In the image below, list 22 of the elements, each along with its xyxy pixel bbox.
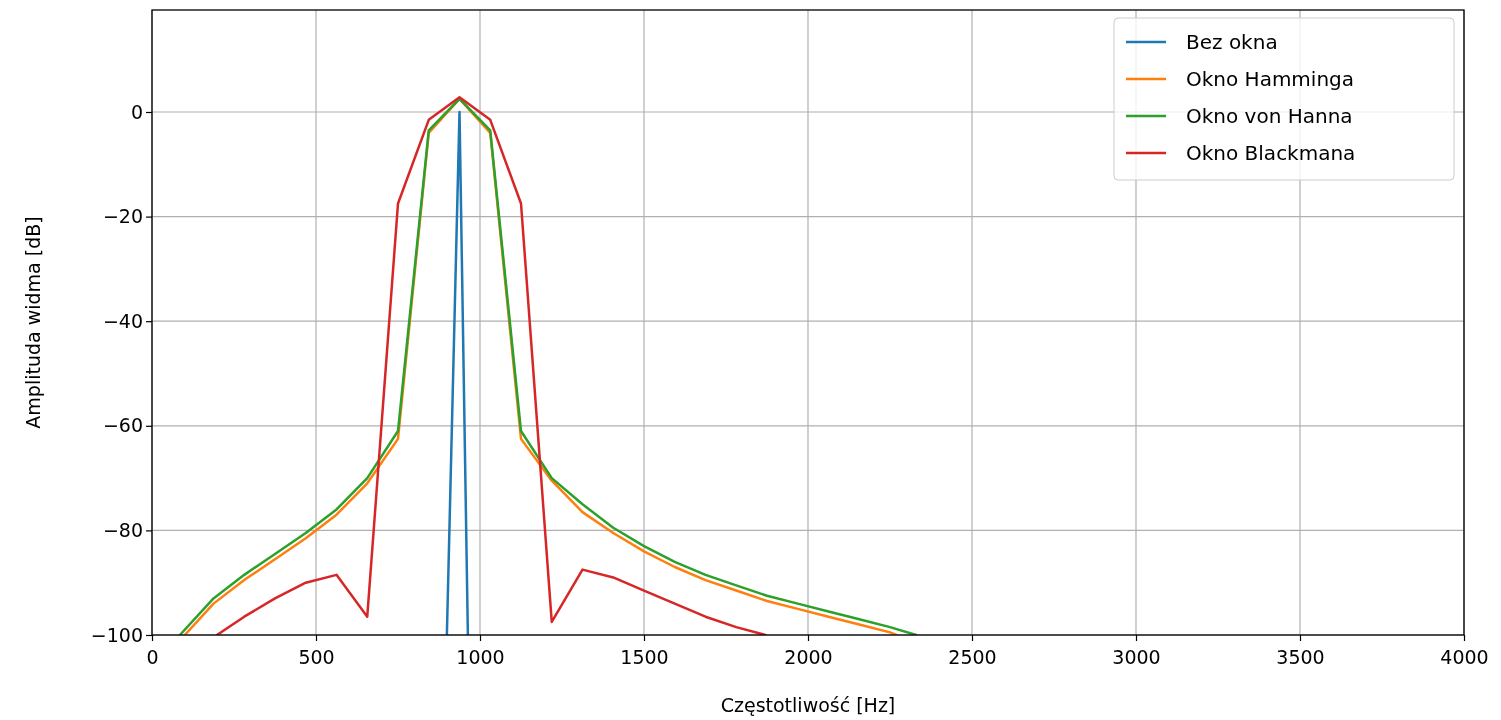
- legend-label: Okno Hamminga: [1186, 67, 1355, 91]
- y-tick-label: −60: [102, 414, 143, 437]
- x-tick-label: 1000: [456, 645, 505, 668]
- x-tick-label: 0: [146, 645, 159, 668]
- y-axis-title: Amplituda widma [dB]: [22, 216, 44, 429]
- legend-label: Okno von Hanna: [1186, 104, 1353, 128]
- legend-label: Okno Blackmana: [1186, 141, 1356, 165]
- x-tick-label: 3500: [1276, 645, 1325, 668]
- y-tick-label: −100: [90, 623, 143, 646]
- x-axis-title: Częstotliwość [Hz]: [720, 694, 896, 716]
- y-tick-label: −40: [102, 309, 143, 332]
- x-tick-label: 4000: [1440, 645, 1489, 668]
- x-tick-label: 2500: [948, 645, 997, 668]
- line-series: [215, 96, 767, 635]
- y-tick-label: −20: [102, 205, 143, 228]
- x-tick-label: 2000: [784, 645, 833, 668]
- x-tick-label: 3000: [1112, 645, 1161, 668]
- legend-label: Bez okna: [1186, 30, 1278, 54]
- y-tick-label: −80: [102, 518, 143, 541]
- x-tick-label: 1500: [620, 645, 669, 668]
- x-tick-label: 500: [298, 645, 335, 668]
- y-tick-label: 0: [130, 100, 143, 123]
